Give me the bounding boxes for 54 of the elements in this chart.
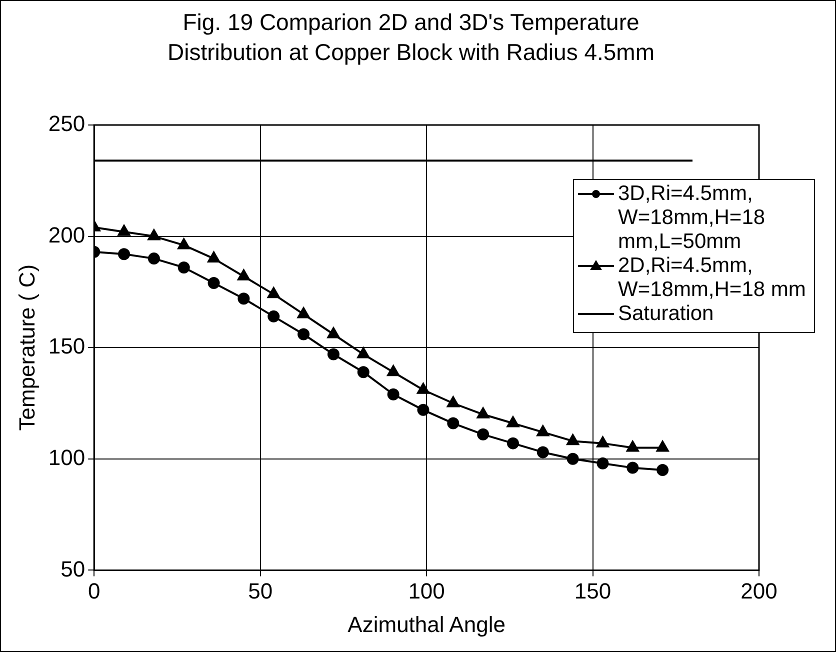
point xyxy=(387,388,400,400)
point xyxy=(506,437,519,450)
point xyxy=(297,307,310,318)
x-tick-label: 150 xyxy=(574,578,612,604)
point xyxy=(477,428,490,440)
point xyxy=(208,277,220,290)
y-tick-label: 50 xyxy=(60,556,86,582)
legend-label: 2D,Ri=4.5mm, W=18mm,H=18 mm xyxy=(618,254,807,302)
x-tick-label: 50 xyxy=(248,578,273,604)
point xyxy=(118,224,130,236)
y-axis-title: Temperature ( C) xyxy=(14,264,40,431)
x-tick-label: 100 xyxy=(408,578,445,604)
point xyxy=(238,292,250,305)
point xyxy=(656,440,669,452)
point xyxy=(506,416,520,428)
point xyxy=(178,238,190,250)
point xyxy=(118,248,130,260)
legend-label: 3D,Ri=4.5mm, W=18mm,H=18 mm,L=50mm xyxy=(618,182,766,254)
point xyxy=(327,348,340,360)
point xyxy=(656,464,669,476)
point xyxy=(447,417,460,430)
y-tick-label: 150 xyxy=(48,334,86,359)
point xyxy=(417,382,430,394)
point xyxy=(417,404,430,416)
point xyxy=(267,287,280,298)
x-axis-title: Azimuthal Angle xyxy=(348,612,506,637)
point xyxy=(357,366,370,378)
x-tick-label: 200 xyxy=(740,578,778,604)
point xyxy=(596,457,609,470)
point xyxy=(327,327,340,338)
point xyxy=(596,436,609,448)
point xyxy=(626,462,639,474)
point xyxy=(148,252,160,265)
point xyxy=(268,310,280,322)
point xyxy=(626,440,639,452)
point xyxy=(446,396,460,408)
point xyxy=(536,446,549,458)
point xyxy=(148,229,160,240)
legend-label: Saturation xyxy=(618,302,714,326)
point xyxy=(178,261,190,274)
point xyxy=(208,252,220,263)
point xyxy=(298,328,310,340)
chart-title: Fig. 19 Comparion 2D and 3D's Temperature Distribution at Copper Block with Radius 4.5mm xyxy=(166,8,656,67)
point xyxy=(387,365,400,376)
point xyxy=(357,347,370,358)
y-tick-label: 100 xyxy=(48,444,86,470)
point xyxy=(566,452,579,465)
point xyxy=(238,269,250,280)
point xyxy=(536,425,550,436)
point xyxy=(566,434,580,446)
x-tick-label: 0 xyxy=(88,578,100,604)
y-tick-label: 250 xyxy=(48,111,86,136)
point xyxy=(476,407,490,418)
y-tick-label: 200 xyxy=(48,222,86,248)
